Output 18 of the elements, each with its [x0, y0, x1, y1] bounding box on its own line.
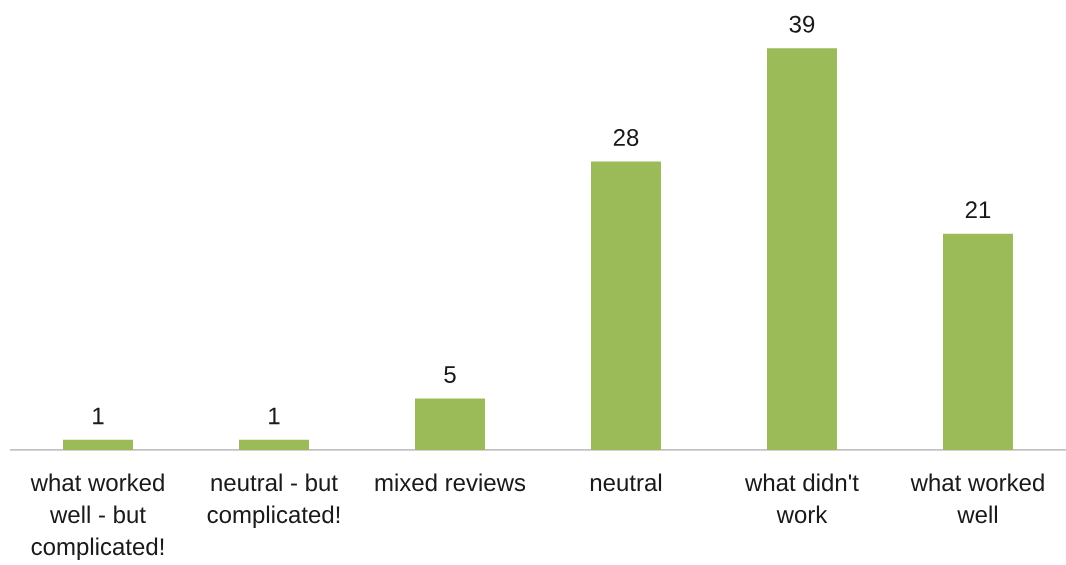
x-tick-label: what worked well	[910, 473, 1044, 524]
bar	[63, 439, 134, 450]
x-tick-label: neutral - but complicated!	[207, 473, 340, 528]
bar	[414, 398, 485, 450]
data-label: 1	[269, 407, 280, 425]
data-label: 1	[93, 407, 104, 425]
data-label: 28	[613, 128, 639, 146]
data-label: 5	[444, 366, 456, 383]
x-tick-label: what didn't work	[744, 473, 859, 524]
x-tick-label: what worked well - but complicated!	[30, 473, 164, 560]
bar	[942, 233, 1013, 450]
bar	[590, 161, 661, 450]
x-tick-label: neutral	[590, 473, 662, 492]
bar	[766, 48, 837, 450]
bar	[239, 439, 309, 450]
data-label: 39	[789, 15, 815, 33]
x-tick-label: mixed reviews	[375, 473, 526, 492]
data-label: 21	[965, 201, 991, 219]
